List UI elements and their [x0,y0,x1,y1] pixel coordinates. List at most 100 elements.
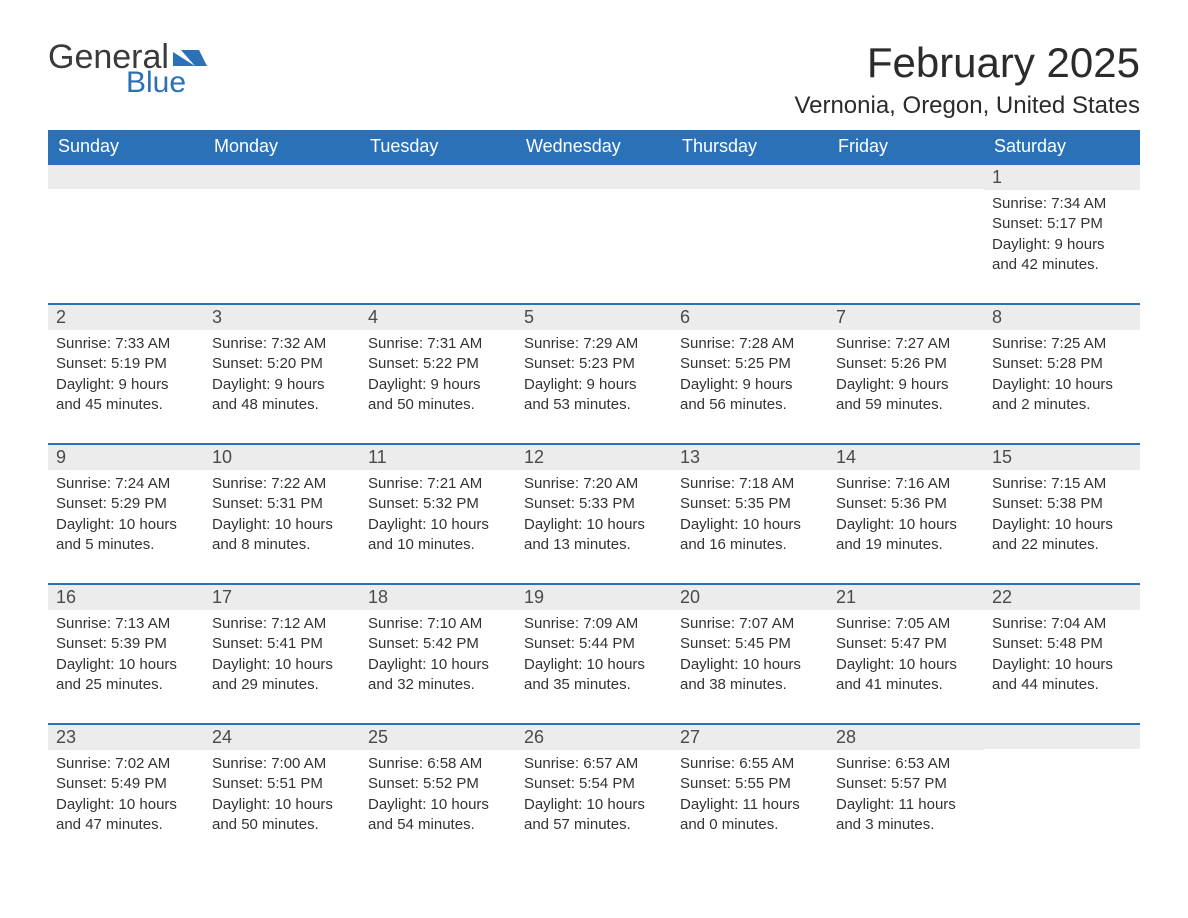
daylight-text: Daylight: 11 hours and 3 minutes. [836,795,976,836]
day-body: Sunrise: 7:09 AMSunset: 5:44 PMDaylight:… [516,610,672,699]
daylight-text: Daylight: 10 hours and 8 minutes. [212,515,352,556]
sunset-text: Sunset: 5:31 PM [212,494,352,514]
sunset-text: Sunset: 5:23 PM [524,354,664,374]
weekday-header: Wednesday [516,130,672,165]
day-cell: 25Sunrise: 6:58 AMSunset: 5:52 PMDayligh… [360,725,516,839]
sunset-text: Sunset: 5:22 PM [368,354,508,374]
daylight-text: Daylight: 10 hours and 16 minutes. [680,515,820,556]
sunrise-text: Sunrise: 7:13 AM [56,614,196,634]
day-number: 15 [984,445,1140,470]
sunset-text: Sunset: 5:42 PM [368,634,508,654]
sunset-text: Sunset: 5:32 PM [368,494,508,514]
day-body: Sunrise: 7:02 AMSunset: 5:49 PMDaylight:… [48,750,204,839]
weekday-header-row: Sunday Monday Tuesday Wednesday Thursday… [48,130,1140,165]
day-body: Sunrise: 7:31 AMSunset: 5:22 PMDaylight:… [360,330,516,419]
daylight-text: Daylight: 9 hours and 53 minutes. [524,375,664,416]
week-row: 1Sunrise: 7:34 AMSunset: 5:17 PMDaylight… [48,165,1140,279]
day-body [984,749,1140,757]
day-number: 7 [828,305,984,330]
sunset-text: Sunset: 5:39 PM [56,634,196,654]
weekday-header: Monday [204,130,360,165]
day-body: Sunrise: 7:28 AMSunset: 5:25 PMDaylight:… [672,330,828,419]
sunrise-text: Sunrise: 7:15 AM [992,474,1132,494]
day-cell: 4Sunrise: 7:31 AMSunset: 5:22 PMDaylight… [360,305,516,419]
daylight-text: Daylight: 10 hours and 10 minutes. [368,515,508,556]
day-body: Sunrise: 7:13 AMSunset: 5:39 PMDaylight:… [48,610,204,699]
daylight-text: Daylight: 10 hours and 38 minutes. [680,655,820,696]
day-number: 2 [48,305,204,330]
brand-word2: Blue [126,68,207,98]
day-body: Sunrise: 7:05 AMSunset: 5:47 PMDaylight:… [828,610,984,699]
day-cell: 8Sunrise: 7:25 AMSunset: 5:28 PMDaylight… [984,305,1140,419]
week-row: 9Sunrise: 7:24 AMSunset: 5:29 PMDaylight… [48,443,1140,559]
day-body [204,189,360,197]
day-body: Sunrise: 7:32 AMSunset: 5:20 PMDaylight:… [204,330,360,419]
day-body: Sunrise: 7:27 AMSunset: 5:26 PMDaylight:… [828,330,984,419]
day-number [48,165,204,189]
day-body: Sunrise: 7:16 AMSunset: 5:36 PMDaylight:… [828,470,984,559]
day-number: 27 [672,725,828,750]
daylight-text: Daylight: 10 hours and 25 minutes. [56,655,196,696]
day-body: Sunrise: 7:12 AMSunset: 5:41 PMDaylight:… [204,610,360,699]
day-cell [48,165,204,279]
sunset-text: Sunset: 5:33 PM [524,494,664,514]
day-number: 23 [48,725,204,750]
sunset-text: Sunset: 5:35 PM [680,494,820,514]
sunset-text: Sunset: 5:36 PM [836,494,976,514]
sunset-text: Sunset: 5:45 PM [680,634,820,654]
day-cell: 13Sunrise: 7:18 AMSunset: 5:35 PMDayligh… [672,445,828,559]
sunrise-text: Sunrise: 6:55 AM [680,754,820,774]
sunrise-text: Sunrise: 7:12 AM [212,614,352,634]
sunrise-text: Sunrise: 7:29 AM [524,334,664,354]
day-body: Sunrise: 7:04 AMSunset: 5:48 PMDaylight:… [984,610,1140,699]
sunrise-text: Sunrise: 7:31 AM [368,334,508,354]
page-header: General Blue February 2025 Vernonia, Ore… [48,40,1140,120]
daylight-text: Daylight: 9 hours and 45 minutes. [56,375,196,416]
day-number: 3 [204,305,360,330]
day-cell: 17Sunrise: 7:12 AMSunset: 5:41 PMDayligh… [204,585,360,699]
day-number: 4 [360,305,516,330]
sunset-text: Sunset: 5:41 PM [212,634,352,654]
day-body [516,189,672,197]
day-body: Sunrise: 7:21 AMSunset: 5:32 PMDaylight:… [360,470,516,559]
day-body: Sunrise: 6:53 AMSunset: 5:57 PMDaylight:… [828,750,984,839]
day-cell: 19Sunrise: 7:09 AMSunset: 5:44 PMDayligh… [516,585,672,699]
day-cell: 7Sunrise: 7:27 AMSunset: 5:26 PMDaylight… [828,305,984,419]
daylight-text: Daylight: 11 hours and 0 minutes. [680,795,820,836]
daylight-text: Daylight: 9 hours and 59 minutes. [836,375,976,416]
day-cell: 28Sunrise: 6:53 AMSunset: 5:57 PMDayligh… [828,725,984,839]
day-number: 25 [360,725,516,750]
day-cell: 21Sunrise: 7:05 AMSunset: 5:47 PMDayligh… [828,585,984,699]
day-number: 12 [516,445,672,470]
daylight-text: Daylight: 9 hours and 50 minutes. [368,375,508,416]
day-number: 17 [204,585,360,610]
day-body: Sunrise: 7:34 AMSunset: 5:17 PMDaylight:… [984,190,1140,279]
day-cell: 6Sunrise: 7:28 AMSunset: 5:25 PMDaylight… [672,305,828,419]
day-body: Sunrise: 7:07 AMSunset: 5:45 PMDaylight:… [672,610,828,699]
day-body: Sunrise: 7:00 AMSunset: 5:51 PMDaylight:… [204,750,360,839]
daylight-text: Daylight: 10 hours and 54 minutes. [368,795,508,836]
weekday-header: Saturday [984,130,1140,165]
sunrise-text: Sunrise: 7:02 AM [56,754,196,774]
sunset-text: Sunset: 5:48 PM [992,634,1132,654]
sunrise-text: Sunrise: 7:16 AM [836,474,976,494]
day-cell: 27Sunrise: 6:55 AMSunset: 5:55 PMDayligh… [672,725,828,839]
daylight-text: Daylight: 10 hours and 22 minutes. [992,515,1132,556]
day-body: Sunrise: 6:57 AMSunset: 5:54 PMDaylight:… [516,750,672,839]
day-number: 5 [516,305,672,330]
sunset-text: Sunset: 5:44 PM [524,634,664,654]
sunrise-text: Sunrise: 7:09 AM [524,614,664,634]
sunset-text: Sunset: 5:17 PM [992,214,1132,234]
daylight-text: Daylight: 10 hours and 57 minutes. [524,795,664,836]
weekday-header: Sunday [48,130,204,165]
day-cell: 12Sunrise: 7:20 AMSunset: 5:33 PMDayligh… [516,445,672,559]
sunrise-text: Sunrise: 7:00 AM [212,754,352,774]
sunrise-text: Sunrise: 7:33 AM [56,334,196,354]
day-body [672,189,828,197]
weekday-header: Friday [828,130,984,165]
day-number: 22 [984,585,1140,610]
sunrise-text: Sunrise: 7:05 AM [836,614,976,634]
day-body: Sunrise: 7:25 AMSunset: 5:28 PMDaylight:… [984,330,1140,419]
sunset-text: Sunset: 5:54 PM [524,774,664,794]
sunset-text: Sunset: 5:52 PM [368,774,508,794]
